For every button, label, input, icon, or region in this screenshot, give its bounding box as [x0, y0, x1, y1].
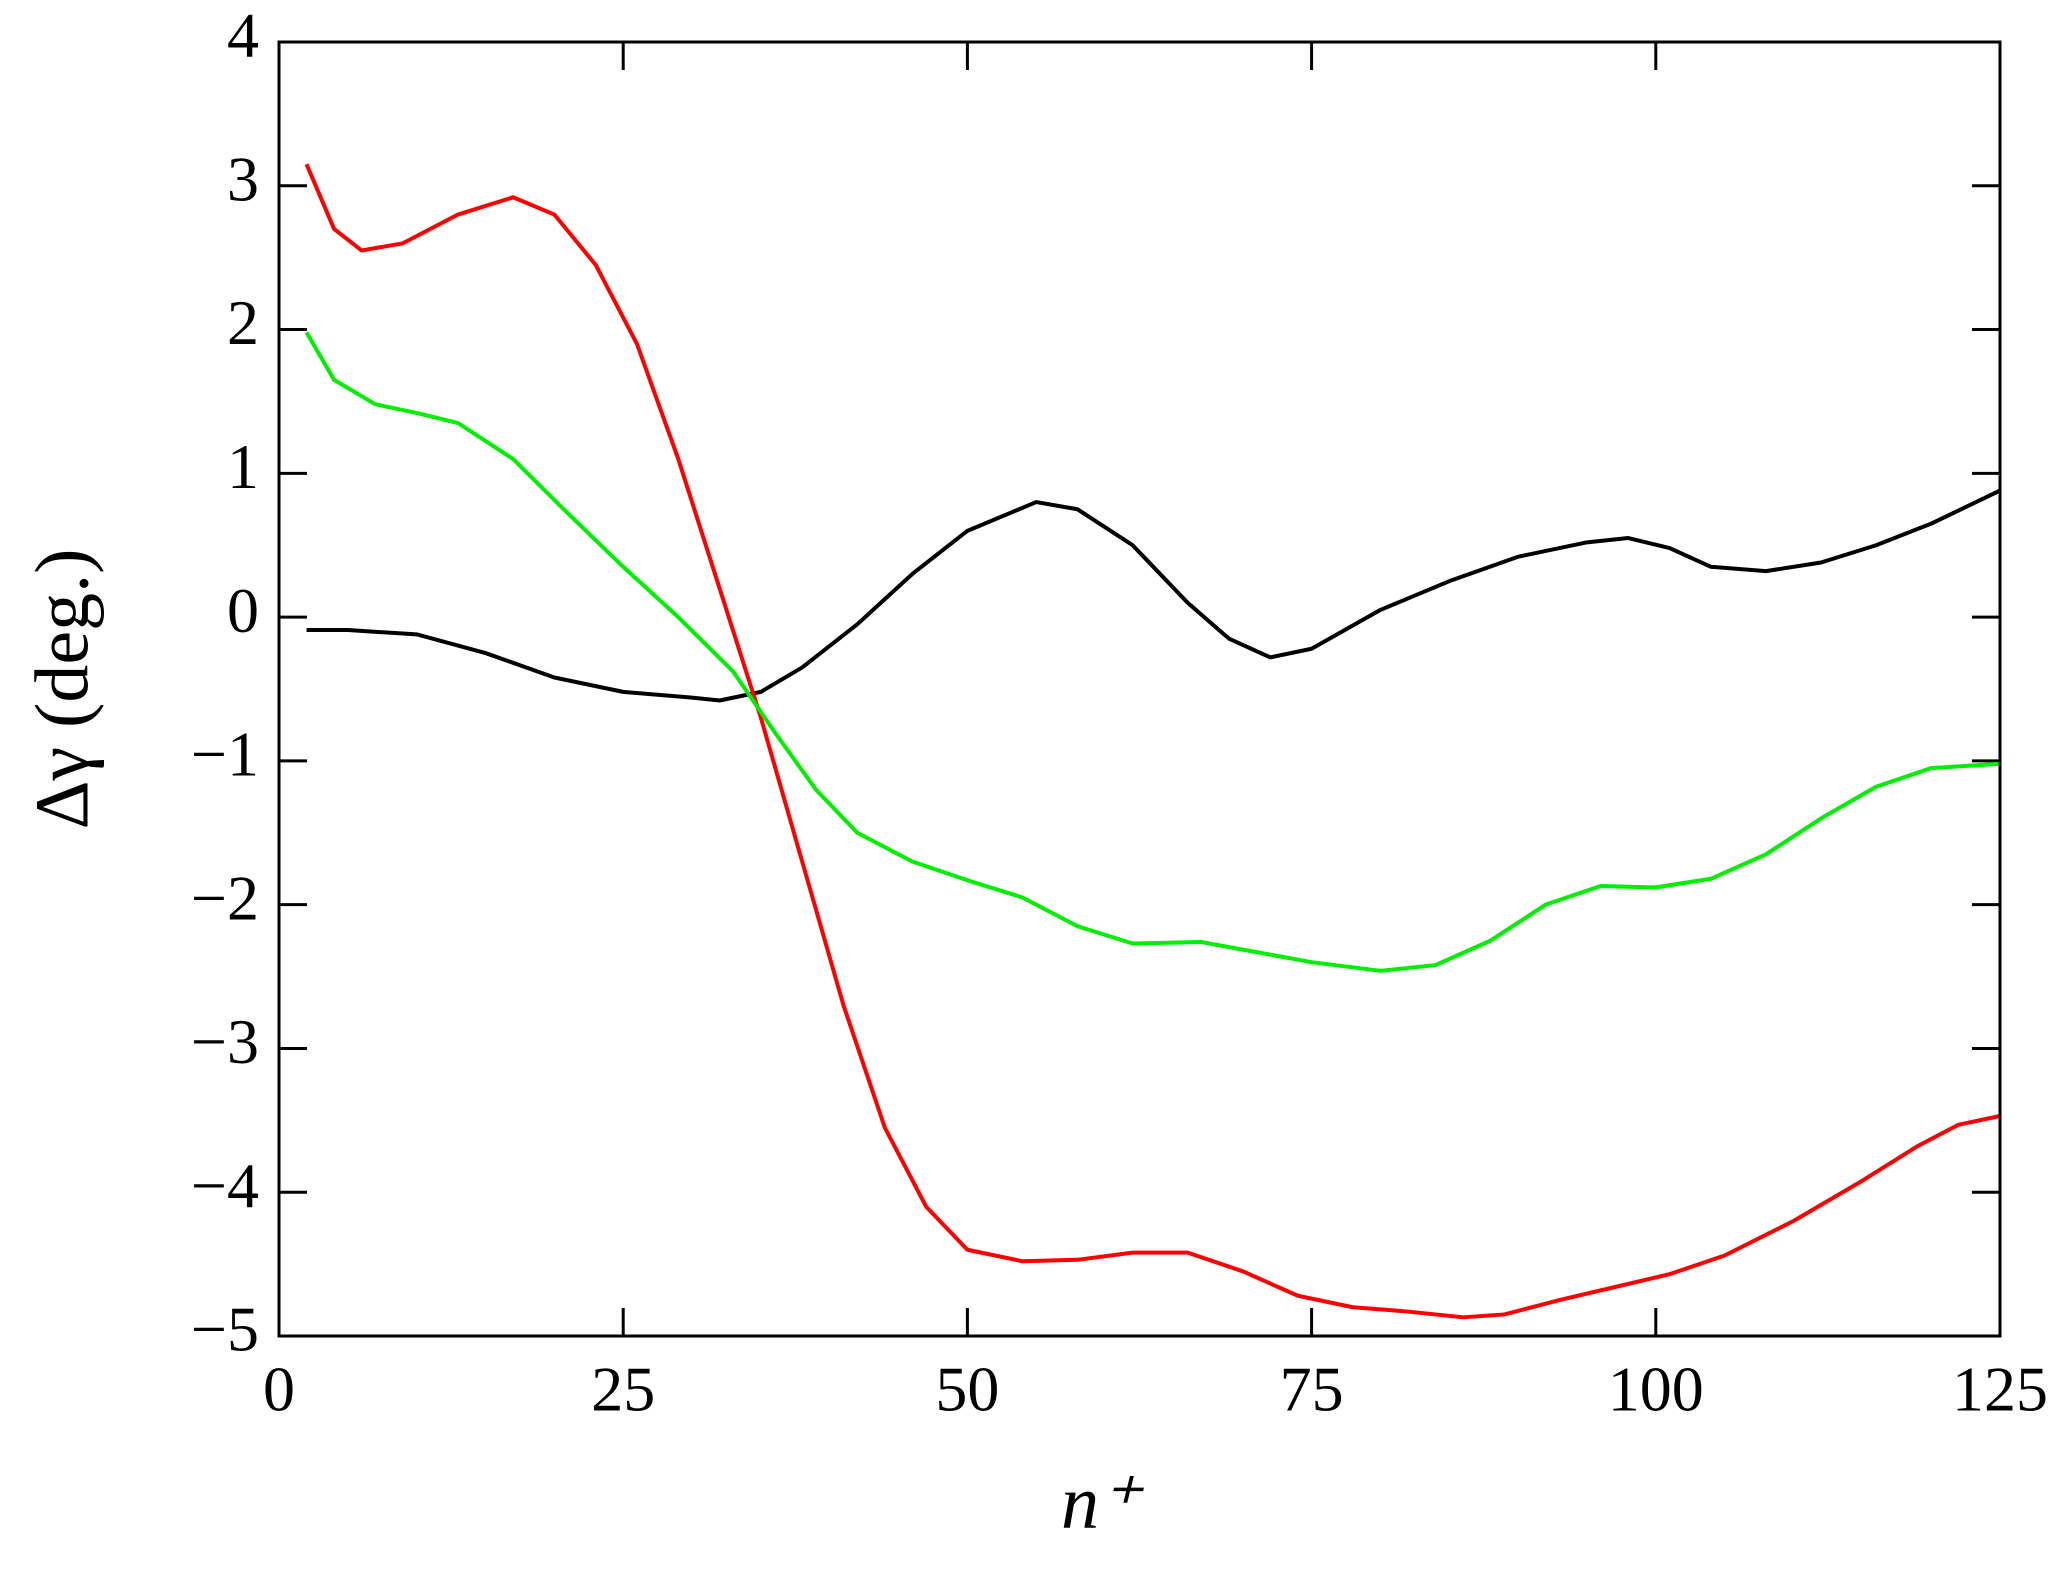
- y-axis-label: Δγ (deg.): [20, 549, 104, 830]
- x-tick-label: 100: [1608, 1354, 1704, 1425]
- y-tick-label: −3: [191, 1006, 259, 1077]
- y-tick-label: 3: [227, 143, 259, 214]
- x-tick-label: 125: [1952, 1354, 2048, 1425]
- y-tick-label: −1: [191, 719, 259, 790]
- data-line: [304, 331, 2001, 973]
- plot-frame: [277, 40, 2002, 1338]
- x-axis-label: n⁺: [1061, 1460, 1145, 1544]
- y-tick-label: −2: [191, 862, 259, 933]
- x-tick-label: 0: [263, 1354, 295, 1425]
- x-tick-label: 25: [591, 1354, 655, 1425]
- x-tick-label: 75: [1280, 1354, 1344, 1425]
- y-tick-label: −4: [191, 1150, 259, 1221]
- y-tick-label: 0: [227, 575, 259, 646]
- y-tick-label: 1: [227, 431, 259, 502]
- y-tick-label: 2: [227, 287, 259, 358]
- y-tick-label: −5: [191, 1294, 259, 1365]
- data-line: [304, 163, 2001, 1320]
- data-line: [306, 488, 2001, 703]
- y-tick-label: 4: [227, 0, 259, 71]
- x-tick-label: 50: [935, 1354, 999, 1425]
